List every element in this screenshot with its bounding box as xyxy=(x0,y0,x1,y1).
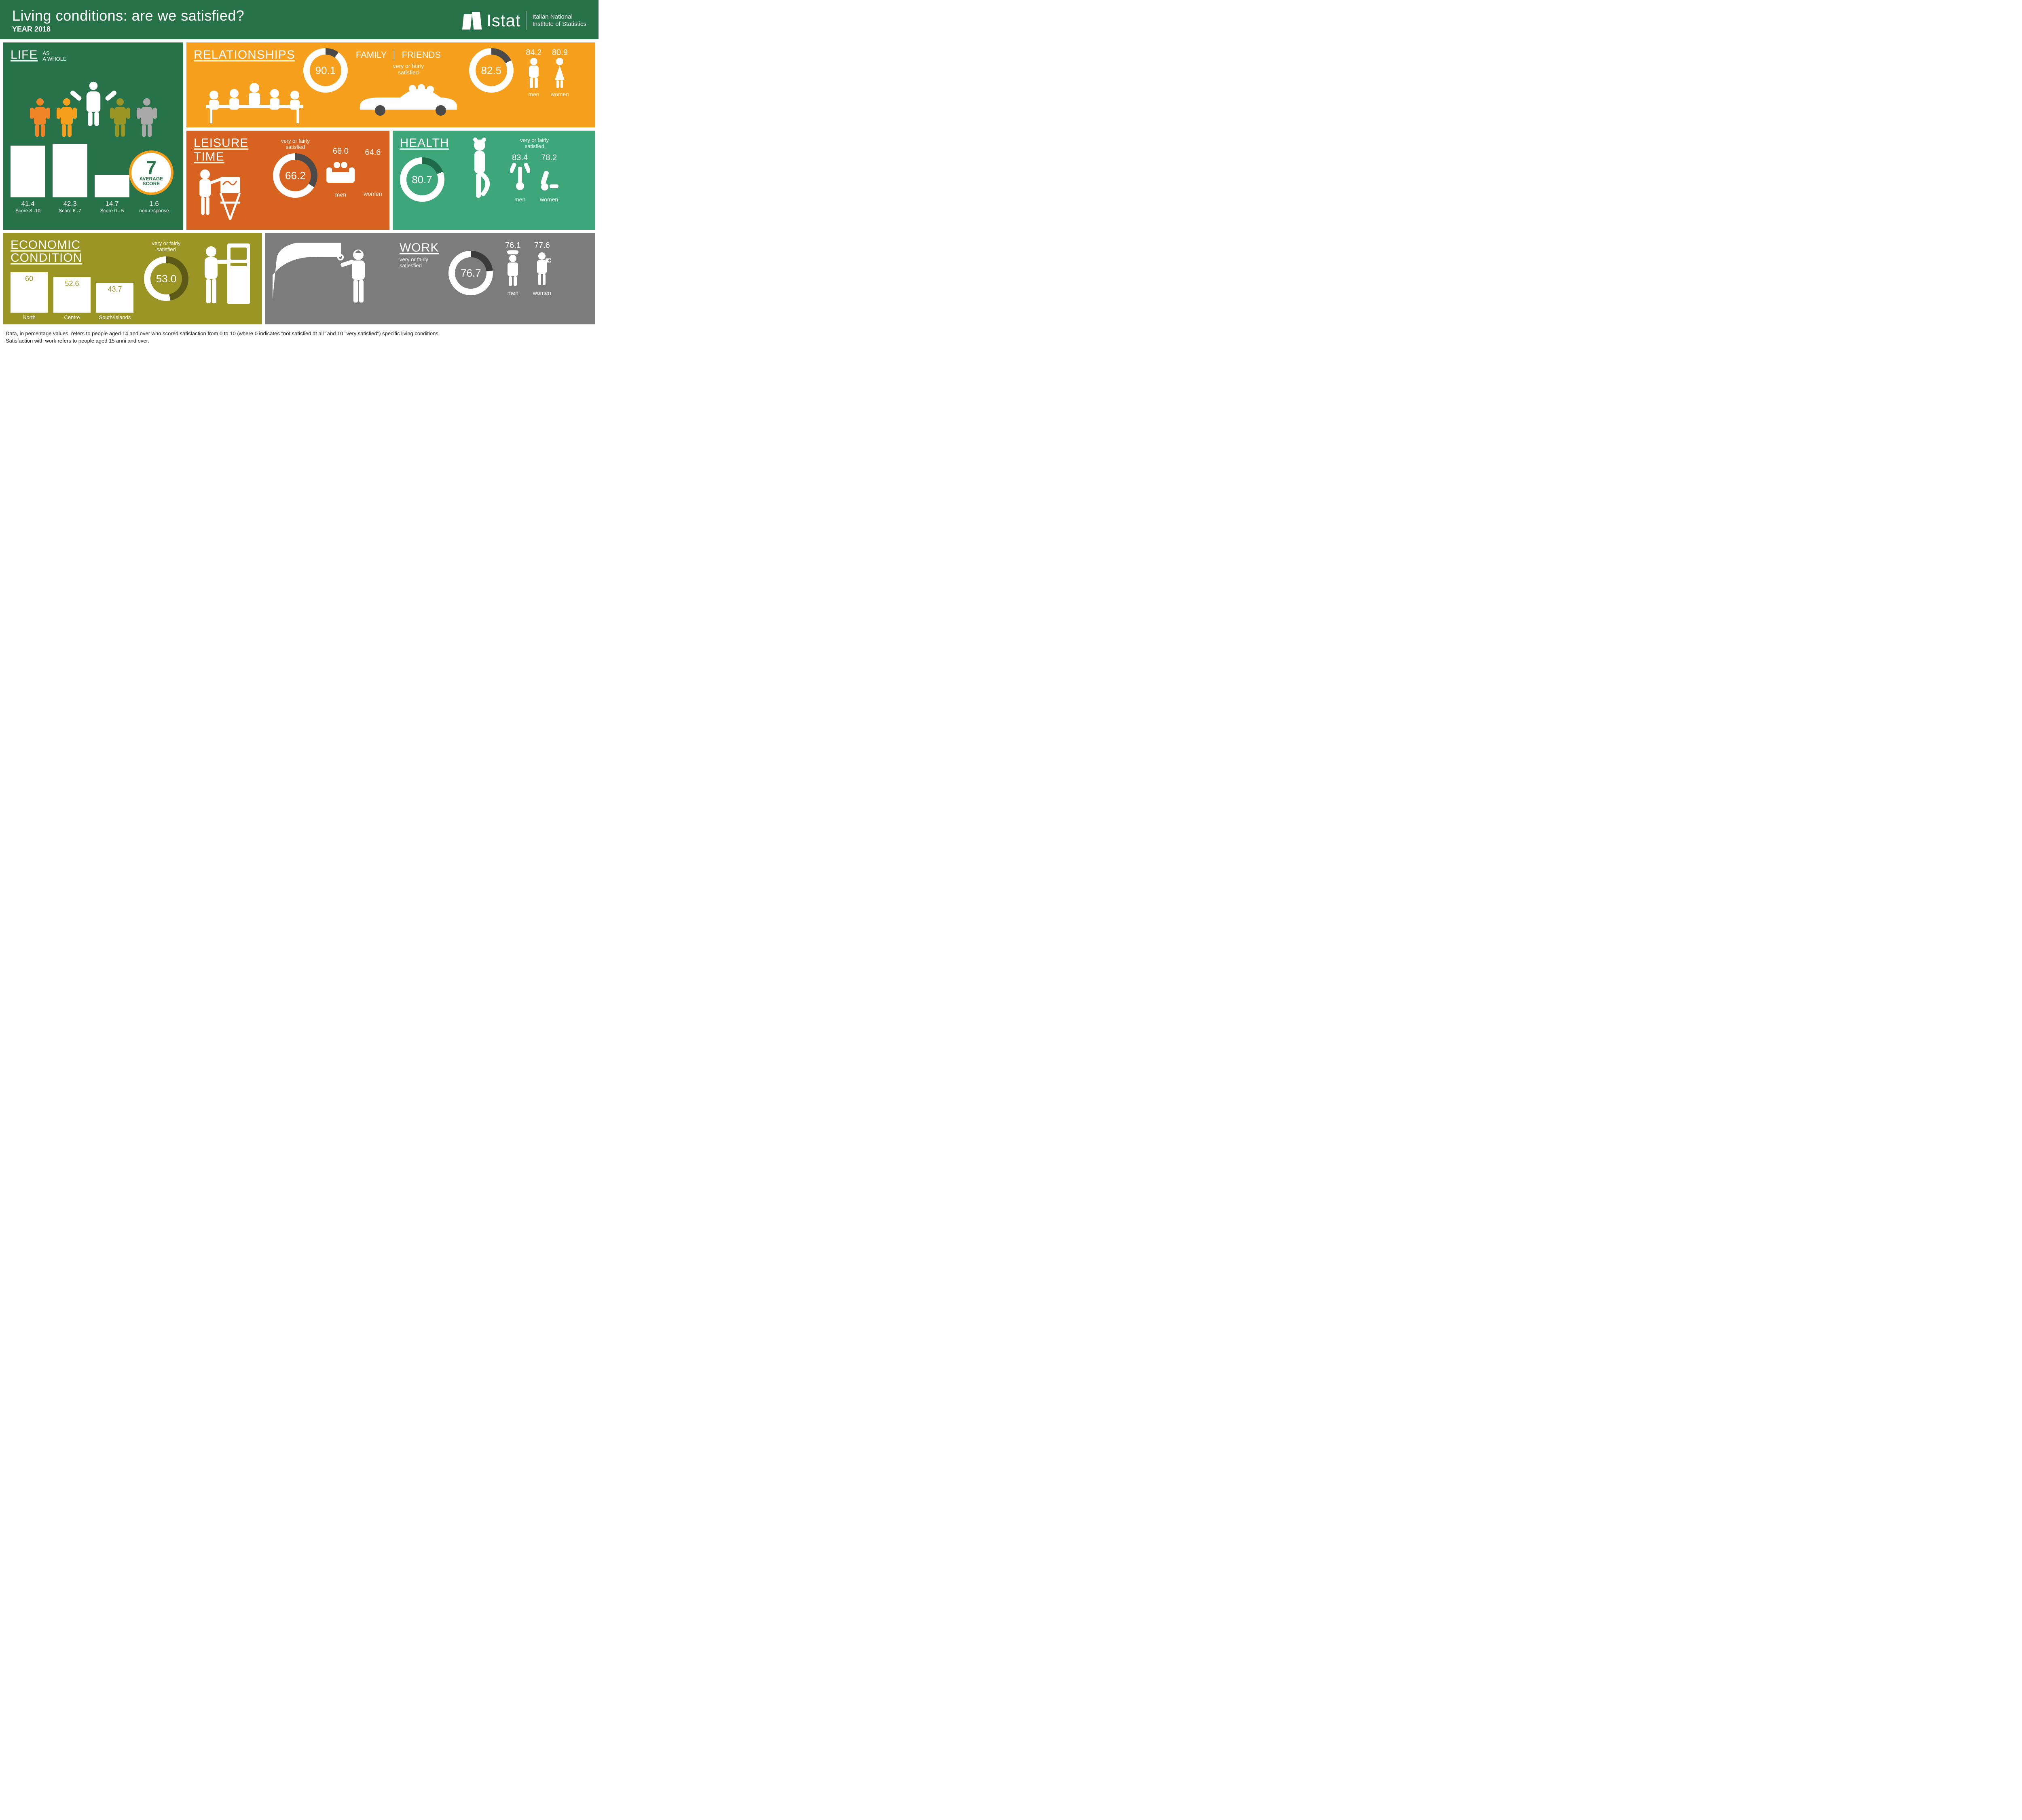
logo-name: Istat xyxy=(486,11,520,30)
health-women-value: 78.2 xyxy=(539,153,559,163)
relationships-panel: RELATIONSHIPS 90.1 FAMILY FRI xyxy=(186,42,595,127)
region-bar: 60North xyxy=(11,272,48,320)
rel-men-label: men xyxy=(525,91,543,97)
score-bar: 41.4Score 8 -10 xyxy=(11,146,45,214)
average-score-label: AVERAGESCORE xyxy=(140,176,163,186)
panels-grid: LIFE AS A WHOLE 41.4Score 8 -1042.3Score… xyxy=(0,39,599,326)
row2: LEISURE TIME very or fairlysatisfied xyxy=(186,131,595,230)
region-bar: 52.6Centre xyxy=(53,277,91,320)
person-icon xyxy=(82,81,104,125)
rel-men-value: 84.2 xyxy=(525,48,543,57)
person-icon xyxy=(110,98,130,137)
sofa-men-icon xyxy=(326,156,355,188)
person-icon xyxy=(30,98,50,137)
work-men-women: 76.1 men 77.6 women xyxy=(503,241,552,296)
economic-donut-value: 53.0 xyxy=(156,273,177,285)
friends-car-icon xyxy=(356,78,461,117)
life-subtitle: AS A WHOLE xyxy=(42,51,66,62)
relationships-title: RELATIONSHIPS xyxy=(194,48,295,62)
page-year: YEAR 2018 xyxy=(12,25,244,34)
relationships-sub: very or fairlysatisfied xyxy=(356,63,461,76)
work-men-label: men xyxy=(503,290,523,296)
leisure-men-label: men xyxy=(326,191,355,198)
friends-donut-value: 82.5 xyxy=(481,64,502,77)
bottom-row: ECONOMICCONDITION 60North52.6Centre43.7S… xyxy=(3,233,595,324)
rel-women-label: women xyxy=(551,91,569,97)
score-bar: 1.6non-response xyxy=(137,197,171,214)
woman-icon xyxy=(551,57,569,90)
relationships-labels: FAMILY FRIENDS very or fairlysatisfied xyxy=(356,50,461,119)
atm-icon xyxy=(199,241,252,310)
life-panel: LIFE AS A WHOLE 41.4Score 8 -1042.3Score… xyxy=(3,42,183,230)
region-bar: 43.7South/Islands xyxy=(96,283,133,320)
logo-subtitle: Italian National Institute of Statistics xyxy=(533,13,586,28)
leisure-men-value: 68.0 xyxy=(326,147,355,156)
work-title: WORK xyxy=(400,241,439,255)
economic-panel: ECONOMICCONDITION 60North52.6Centre43.7S… xyxy=(3,233,262,324)
work-men-value: 76.1 xyxy=(503,241,523,250)
stretch-icon xyxy=(539,163,559,193)
logo-bars-icon xyxy=(463,12,481,30)
work-donut: 76.7 xyxy=(448,251,493,295)
work-sub: very or fairlysatiesfied xyxy=(400,256,439,269)
health-panel: HEALTH 80.7 very or fairlysatisfied xyxy=(393,131,596,230)
handstand-icon xyxy=(510,163,530,193)
life-people-icons xyxy=(11,72,176,137)
header: Living conditions: are we satisfied? YEA… xyxy=(0,0,599,39)
leisure-donut-value: 66.2 xyxy=(285,169,306,182)
page-title: Living conditions: are we satisfied? xyxy=(12,7,244,24)
footer-notes: Data, in percentage values, refers to pe… xyxy=(0,326,599,351)
health-sub: very or fairlysatisfied xyxy=(510,137,559,149)
score-bar: 42.3Score 6 -7 xyxy=(53,144,87,214)
economic-sub: very or fairlysatisfied xyxy=(144,240,188,252)
economic-bars: 60North52.6Centre43.7South/Islands xyxy=(11,272,133,320)
leisure-women-value: 64.6 xyxy=(364,148,382,157)
friends-donut: 82.5 xyxy=(469,48,514,93)
person-icon xyxy=(57,98,76,137)
leisure-women-label: women xyxy=(364,190,382,197)
photographer-icon xyxy=(532,250,552,287)
leisure-title: LEISURE TIME xyxy=(194,136,264,164)
economic-title: ECONOMICCONDITION xyxy=(11,239,133,264)
man-icon xyxy=(525,57,543,90)
family-donut: 90.1 xyxy=(303,48,348,93)
average-score-badge: 7 AVERAGESCORE xyxy=(129,150,173,195)
istat-logo: Istat Italian National Institute of Stat… xyxy=(463,11,586,30)
leisure-sub: very or fairlysatisfied xyxy=(273,138,317,150)
chef-icon xyxy=(503,250,523,287)
work-women-label: women xyxy=(532,290,552,296)
header-left: Living conditions: are we satisfied? YEA… xyxy=(12,7,244,34)
health-donut-value: 80.7 xyxy=(412,174,432,186)
footer-line-1: Data, in percentage values, refers to pe… xyxy=(6,330,593,337)
family-dinner-icon xyxy=(194,80,315,125)
mechanic-icon xyxy=(273,239,390,307)
painter-icon xyxy=(194,167,242,224)
footer-line-2: Satisfaction with work refers to people … xyxy=(6,337,593,345)
work-women-value: 77.6 xyxy=(532,241,552,250)
relationships-men-women: 84.2 men 80.9 women xyxy=(525,48,569,97)
health-women-label: women xyxy=(539,196,559,203)
leisure-donut: 66.2 xyxy=(273,153,317,198)
infographic-root: Living conditions: are we satisfied? YEA… xyxy=(0,0,599,351)
health-men-value: 83.4 xyxy=(510,153,530,163)
rel-women-value: 80.9 xyxy=(551,48,569,57)
yoga-icon xyxy=(457,136,502,205)
life-title: LIFE xyxy=(11,48,38,62)
leisure-men-women: 68.0 men 64.6 women xyxy=(326,147,382,198)
work-donut-value: 76.7 xyxy=(461,267,481,279)
work-panel: WORK very or fairlysatiesfied 76.7 76.1 … xyxy=(265,233,595,324)
health-donut: 80.7 xyxy=(400,157,444,202)
friends-label: FRIENDS xyxy=(402,50,441,60)
score-bar: 14.7Score 0 - 5 xyxy=(95,175,129,214)
family-donut-value: 90.1 xyxy=(315,64,336,77)
health-title: HEALTH xyxy=(400,136,449,150)
family-label: FAMILY xyxy=(356,50,387,60)
leisure-panel: LEISURE TIME very or fairlysatisfied xyxy=(186,131,389,230)
economic-donut: 53.0 xyxy=(144,256,188,301)
health-men-label: men xyxy=(510,196,530,203)
person-icon xyxy=(137,98,157,137)
average-score-value: 7 xyxy=(146,159,157,176)
